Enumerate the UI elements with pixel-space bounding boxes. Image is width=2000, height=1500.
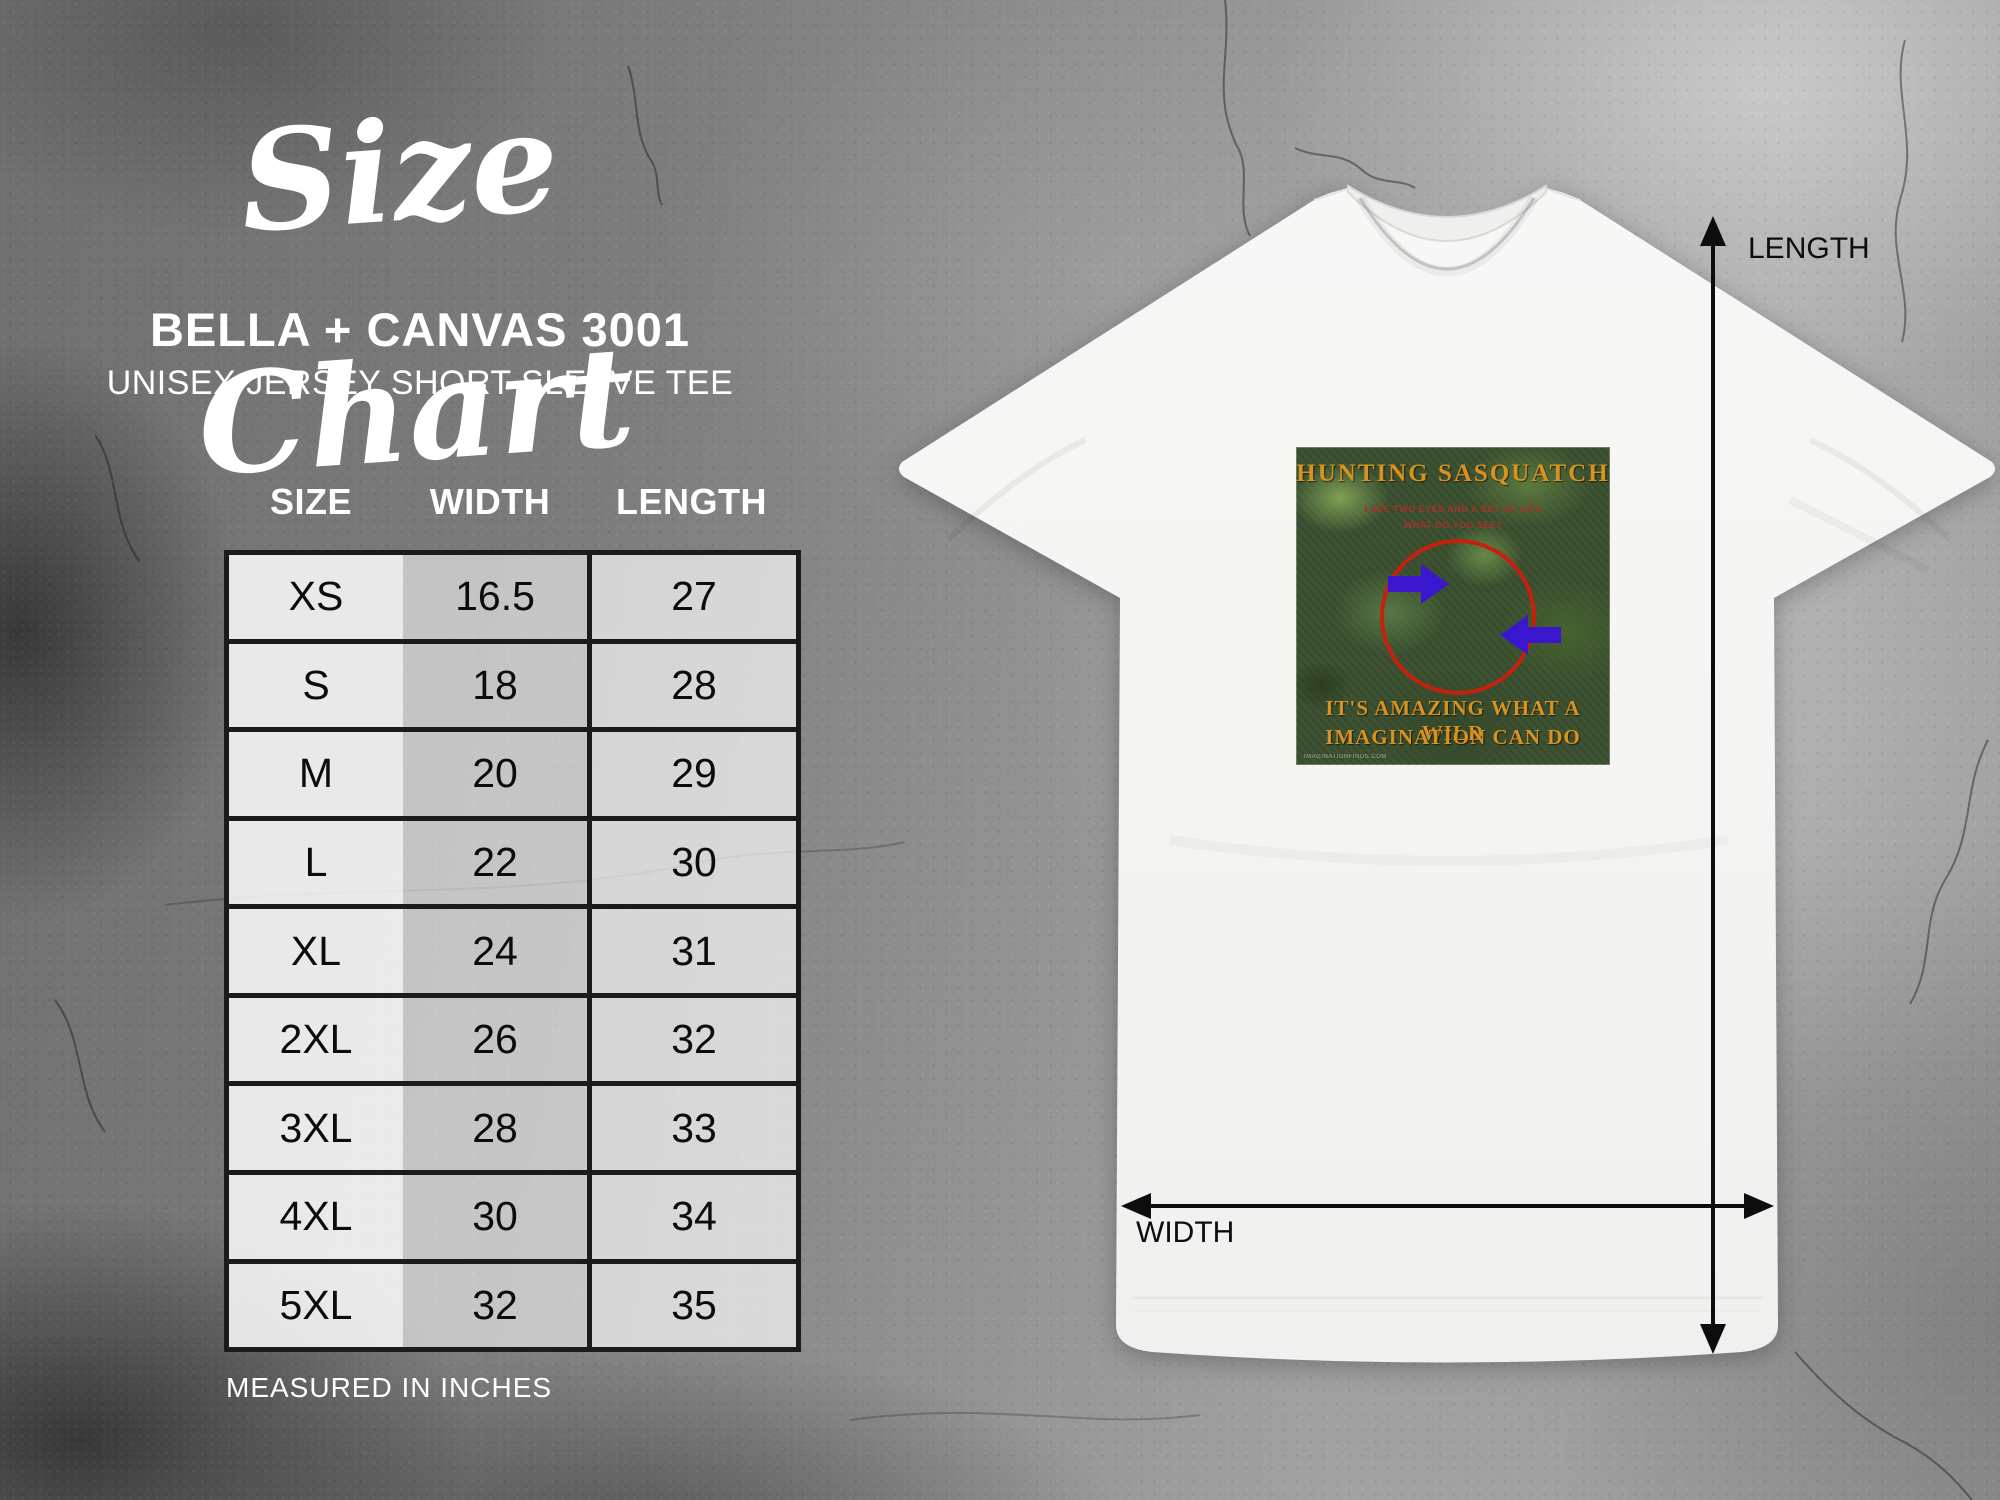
cell-width: 18	[403, 643, 587, 728]
table-row: 3XL 28 33	[229, 1086, 796, 1175]
cell-size: XS	[229, 555, 403, 639]
table-row: XL 24 31	[229, 909, 796, 998]
cell-width: 24	[403, 909, 587, 993]
print-tagline-line1: IT'S AMAZING WHAT A WILD	[1325, 696, 1581, 745]
blue-arrow-right-icon	[1388, 564, 1450, 604]
blue-arrow-left-icon	[1500, 615, 1562, 655]
cell-length: 31	[587, 909, 796, 993]
cell-size: L	[229, 820, 403, 905]
cell-width: 20	[403, 732, 587, 816]
cell-width: 30	[403, 1174, 587, 1259]
cell-size: S	[229, 643, 403, 728]
units-footnote: MEASURED IN INCHES	[226, 1372, 553, 1403]
size-table: XS 16.5 27 S 18 28 M 20 29 L 22 30 XL 24…	[224, 550, 801, 1352]
table-row: XS 16.5 27	[229, 555, 796, 644]
cell-length: 30	[587, 820, 796, 905]
table-row: 2XL 26 32	[229, 997, 796, 1087]
print-watermark: IMAGINATIONFINDS.COM	[1304, 754, 1387, 760]
cell-length: 32	[587, 997, 796, 1082]
column-header-size: SIZE	[269, 481, 352, 522]
cell-length: 35	[587, 1263, 796, 1348]
cell-size: 4XL	[229, 1174, 403, 1259]
cell-size: 5XL	[229, 1263, 403, 1348]
shirt-print-graphic: HUNTING SASQUATCH I SEE TWO EYES AND A S…	[1296, 447, 1610, 765]
cell-width: 26	[403, 997, 587, 1082]
size-table-header: SIZE WIDTH LENGTH	[224, 481, 801, 523]
column-header-length: LENGTH	[616, 481, 767, 522]
cell-length: 34	[587, 1174, 796, 1259]
print-headline: HUNTING SASQUATCH	[1296, 460, 1610, 487]
table-row: S 18 28	[229, 643, 796, 733]
print-tagline-line2: IMAGINATION CAN DO	[1325, 725, 1581, 749]
column-header-width: WIDTH	[429, 481, 551, 522]
tshirt-body	[898, 188, 1996, 1363]
cell-size: XL	[229, 909, 403, 993]
print-caption-line1: I SEE TWO EYES AND A SET OF LIPS	[1364, 504, 1542, 514]
cell-width: 16.5	[403, 555, 587, 639]
tshirt-mockup	[898, 184, 1996, 1363]
table-row: M 20 29	[229, 732, 796, 821]
cell-length: 33	[587, 1086, 796, 1170]
table-row: 5XL 32 35	[229, 1263, 796, 1348]
width-dimension-label: WIDTH	[1136, 1216, 1235, 1249]
print-caption-line2: WHAT DO YOU SEE?	[1403, 520, 1503, 530]
cell-width: 22	[403, 820, 587, 905]
cell-width: 32	[403, 1263, 587, 1348]
length-dimension-label: LENGTH	[1748, 232, 1870, 265]
cell-size: M	[229, 732, 403, 816]
product-name: UNISEX JERSEY SHORT SLEEVE TEE	[106, 364, 734, 402]
script-title: Size Chart	[192, 79, 640, 508]
brand-name: BELLA + CANVAS 3001	[149, 303, 691, 356]
cell-length: 28	[587, 643, 796, 728]
collar-band	[1347, 184, 1547, 242]
cell-size: 3XL	[229, 1086, 403, 1170]
cell-width: 28	[403, 1086, 587, 1170]
cell-length: 27	[587, 555, 796, 639]
table-row: 4XL 30 34	[229, 1174, 796, 1264]
table-row: L 22 30	[229, 820, 796, 910]
red-circle-annotation	[1380, 539, 1536, 695]
cell-size: 2XL	[229, 997, 403, 1082]
cell-length: 29	[587, 732, 796, 816]
